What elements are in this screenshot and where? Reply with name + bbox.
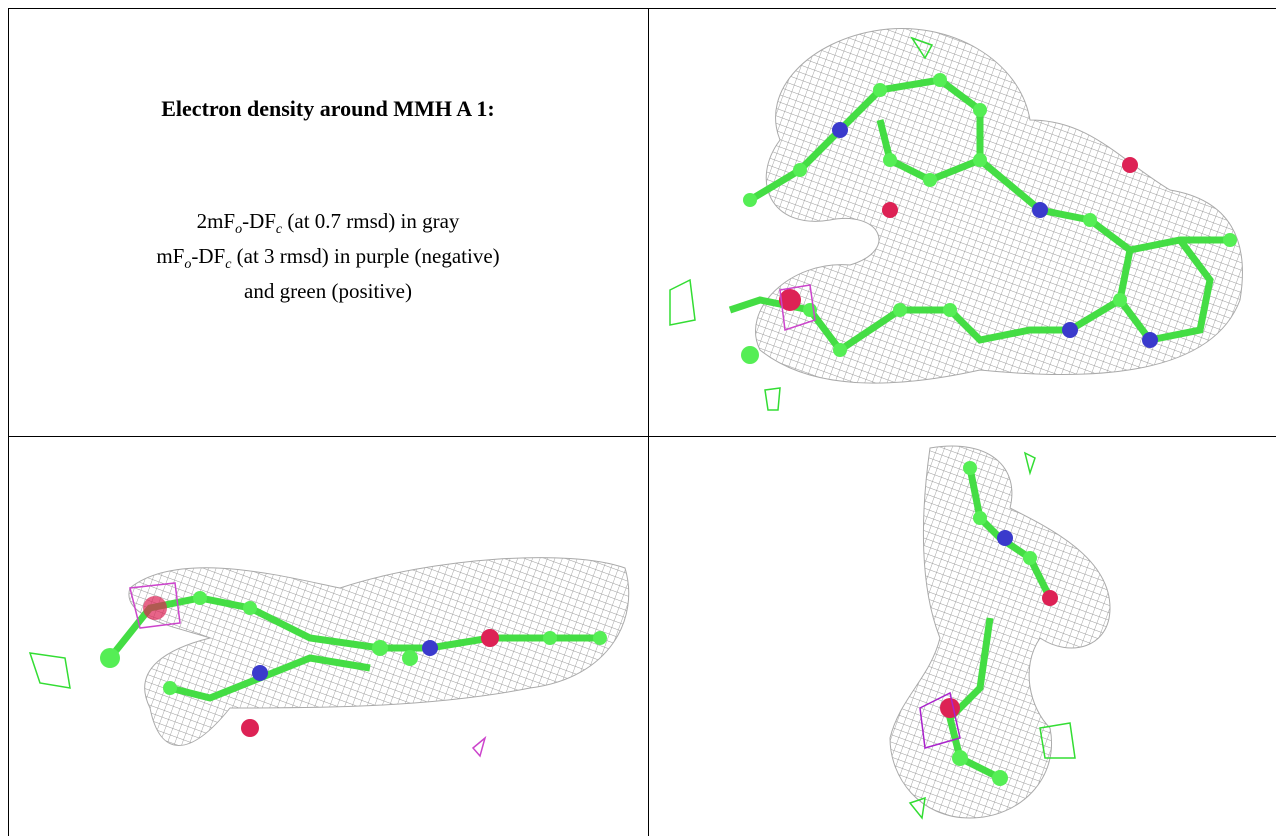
page: Electron density around MMH A 1: 2mFo-DF… (0, 0, 1276, 836)
row-divider (8, 436, 1276, 437)
column-divider (648, 8, 649, 836)
density-view (650, 10, 1276, 435)
caption-line: 2mFo-DFc (at 0.7 rmsd) in gray (8, 208, 648, 243)
text: (at 0.7 rmsd) in gray (282, 209, 459, 233)
caption-line: and green (positive) (8, 278, 648, 304)
text: 2mF (197, 209, 236, 233)
caption-line: mFo-DFc (at 3 rmsd) in purple (negative) (8, 243, 648, 278)
caption-body: 2mFo-DFc (at 0.7 rmsd) in gray mFo-DFc (… (8, 208, 648, 304)
caption-title: Electron density around MMH A 1: (8, 96, 648, 122)
density-view (10, 438, 647, 835)
density-view (650, 438, 1276, 835)
text: -DF (242, 209, 276, 233)
text: (at 3 rmsd) in purple (negative) (231, 244, 499, 268)
caption-cell: Electron density around MMH A 1: 2mFo-DF… (8, 8, 648, 436)
text: -DF (191, 244, 225, 268)
text: mF (156, 244, 184, 268)
mesh-blob (890, 446, 1110, 818)
text: and green (positive) (244, 279, 412, 303)
